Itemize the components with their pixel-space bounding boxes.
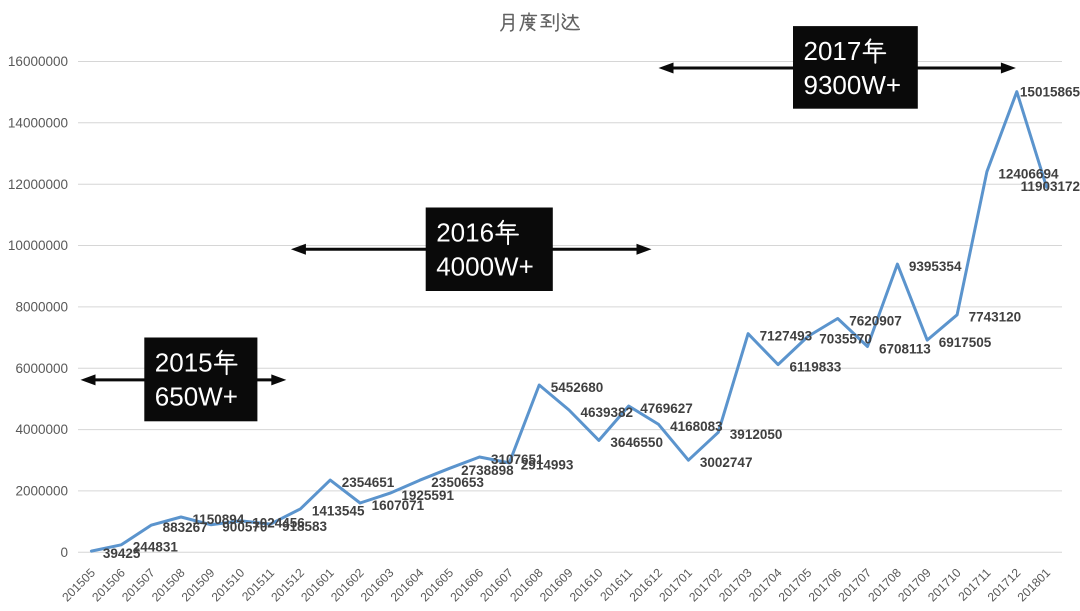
- svg-text:201801: 201801: [1015, 566, 1054, 605]
- svg-text:7620907: 7620907: [849, 313, 902, 328]
- svg-text:15015865: 15015865: [1020, 85, 1080, 100]
- svg-text:201610: 201610: [567, 566, 606, 605]
- svg-text:2000000: 2000000: [15, 484, 68, 499]
- svg-text:918583: 918583: [282, 519, 328, 534]
- svg-text:201510: 201510: [209, 566, 248, 605]
- svg-text:8000000: 8000000: [15, 300, 68, 315]
- svg-text:6917505: 6917505: [939, 335, 992, 350]
- svg-text:1150894: 1150894: [193, 512, 245, 527]
- svg-text:14000000: 14000000: [8, 115, 68, 130]
- svg-text:5452680: 5452680: [551, 380, 604, 395]
- svg-text:201710: 201710: [925, 566, 964, 605]
- svg-text:4168083: 4168083: [670, 419, 723, 434]
- svg-text:244831: 244831: [133, 540, 179, 555]
- svg-text:11903172: 11903172: [1021, 179, 1080, 194]
- svg-text:7127493: 7127493: [760, 329, 813, 344]
- svg-text:2914993: 2914993: [521, 458, 574, 473]
- svg-text:10000000: 10000000: [8, 238, 68, 253]
- svg-text:7743120: 7743120: [969, 310, 1022, 325]
- svg-text:650W+: 650W+: [155, 382, 238, 412]
- svg-text:6119833: 6119833: [790, 359, 842, 374]
- svg-text:12406694: 12406694: [998, 167, 1059, 182]
- svg-text:2017: 2017: [804, 36, 862, 66]
- svg-text:16000000: 16000000: [8, 54, 68, 69]
- svg-text:3107651: 3107651: [491, 452, 544, 467]
- svg-text:39425: 39425: [103, 546, 141, 561]
- svg-text:1925591: 1925591: [401, 488, 454, 503]
- svg-text:9300W+: 9300W+: [804, 70, 902, 100]
- svg-text:4769627: 4769627: [640, 401, 693, 416]
- svg-text:883267: 883267: [163, 520, 208, 535]
- svg-text:3002747: 3002747: [700, 455, 753, 470]
- svg-text:900570: 900570: [222, 520, 267, 535]
- svg-text:2354651: 2354651: [342, 475, 395, 490]
- svg-text:6000000: 6000000: [15, 361, 68, 376]
- svg-text:1413545: 1413545: [312, 504, 365, 519]
- svg-text:7035570: 7035570: [819, 331, 872, 346]
- svg-text:3912050: 3912050: [730, 427, 783, 442]
- svg-text:4639382: 4639382: [581, 405, 634, 420]
- svg-text:3646550: 3646550: [610, 435, 663, 450]
- svg-text:6708113: 6708113: [879, 341, 931, 356]
- svg-text:4000000: 4000000: [15, 422, 68, 437]
- svg-text:0: 0: [60, 545, 68, 560]
- svg-text:4000W+: 4000W+: [436, 252, 534, 282]
- svg-text:1024456: 1024456: [252, 516, 305, 531]
- svg-text:9395354: 9395354: [909, 259, 962, 274]
- svg-text:2350653: 2350653: [431, 475, 484, 490]
- svg-text:2016: 2016: [436, 218, 494, 248]
- svg-text:1607071: 1607071: [372, 498, 425, 513]
- svg-text:2015: 2015: [155, 348, 213, 378]
- svg-text:12000000: 12000000: [8, 177, 68, 192]
- svg-text:2738898: 2738898: [461, 463, 514, 478]
